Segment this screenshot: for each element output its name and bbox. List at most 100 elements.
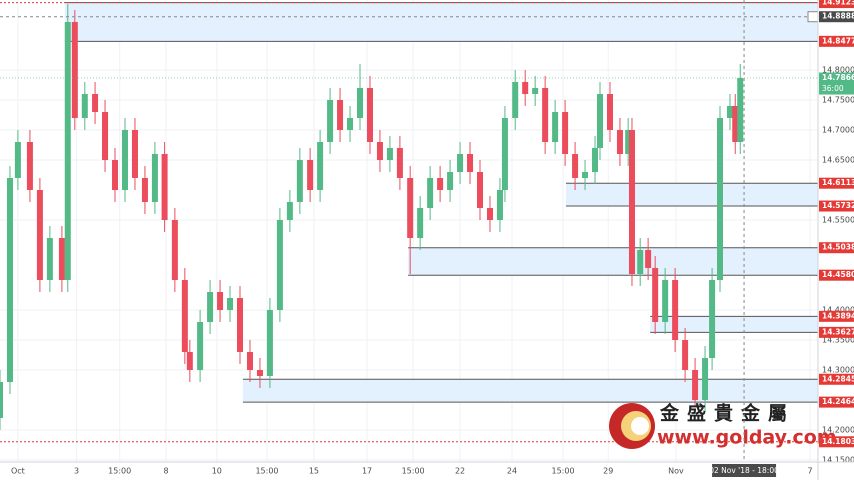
price-label-text: 14.84778 — [822, 36, 854, 45]
candle-body — [645, 250, 652, 269]
y-tick-label: 14.30000 — [822, 366, 854, 375]
candle-body — [217, 292, 224, 311]
candle-body — [522, 82, 529, 95]
price-label-text: 14.91238 — [822, 0, 854, 7]
x-tick-label: 8 — [164, 467, 169, 476]
candle-body — [672, 280, 679, 341]
x-tick-label: 15:00 — [108, 467, 131, 476]
candle-body — [396, 148, 403, 179]
candle-body — [592, 148, 599, 173]
candle-body — [186, 352, 193, 371]
candle-body — [628, 130, 635, 275]
watermark: 金盛貴金屬 www.golday.com — [609, 402, 837, 449]
price-label-text: 14.88882 — [822, 12, 854, 21]
price-label-text: 14.36273 — [822, 327, 854, 336]
candle-body — [357, 88, 364, 119]
price-label — [819, 396, 854, 408]
candle-body — [692, 370, 699, 401]
price-label-text: 14.24648 — [822, 397, 854, 406]
price-label-text: 14.38945 — [822, 311, 854, 320]
candle-body — [337, 100, 344, 131]
candle-body — [58, 238, 65, 281]
candle-body — [92, 94, 99, 113]
candle-body — [366, 88, 373, 143]
candle-body — [171, 220, 178, 281]
y-tick-label: 14.70000 — [822, 126, 854, 135]
candle-body — [71, 22, 78, 119]
price-label-text: 14.50383 — [822, 243, 854, 252]
y-tick-label: 14.35000 — [822, 336, 854, 345]
candle-body — [427, 178, 434, 209]
candle-body — [14, 142, 21, 179]
candle-body — [606, 94, 613, 131]
price-label-text: 14.45802 — [822, 270, 854, 279]
x-tick-label: Nov — [668, 467, 684, 476]
candle-body — [112, 160, 119, 191]
price-label — [819, 310, 854, 322]
candle-body — [625, 130, 632, 155]
candle-body — [597, 94, 604, 149]
candle-body — [26, 142, 33, 191]
zone — [650, 316, 818, 333]
candle-body — [726, 106, 733, 119]
candle-body — [207, 292, 214, 323]
candle-body — [227, 298, 234, 311]
candle-body — [501, 118, 508, 191]
price-label — [819, 373, 854, 385]
zone — [408, 247, 818, 276]
candle-body — [709, 280, 716, 359]
last-price-text: 14.78660 — [822, 73, 854, 82]
candle-body — [102, 112, 109, 161]
candle-body — [616, 130, 623, 155]
zone — [565, 183, 818, 207]
candle-body — [46, 238, 53, 281]
price-label — [819, 200, 854, 212]
crosshair-plus — [807, 11, 819, 23]
candle-body — [376, 142, 383, 161]
candle-body — [437, 178, 444, 191]
zone — [64, 2, 819, 42]
candle-body — [121, 130, 128, 191]
candle-body — [246, 352, 253, 371]
candle-body — [64, 22, 71, 281]
x-tick-label: 15:00 — [552, 467, 575, 476]
candle-body — [276, 220, 283, 311]
candle-body — [652, 268, 659, 323]
candle-body — [467, 154, 474, 173]
zones — [0, 2, 819, 443]
candle-body — [702, 358, 709, 401]
candle-body — [296, 160, 303, 203]
x-tick-label: 7 — [808, 467, 813, 476]
x-tick-label: 24 — [507, 467, 517, 476]
candle-body — [732, 106, 739, 143]
x-tick-label: 15 — [309, 467, 319, 476]
price-label — [819, 177, 854, 189]
candle-body — [562, 112, 569, 155]
candle-body — [682, 340, 689, 371]
last-price-box — [819, 72, 854, 95]
candle-body — [662, 280, 669, 323]
candle-body — [81, 94, 88, 119]
candle-body — [477, 172, 484, 209]
price-label — [819, 0, 854, 9]
candle-body — [307, 160, 314, 191]
candle-body — [131, 130, 138, 179]
candle-body — [327, 100, 334, 143]
candle-body — [0, 382, 3, 419]
candle-body — [181, 280, 188, 353]
y-tick-label: 14.65000 — [822, 156, 854, 165]
x-tick-label: 22 — [455, 467, 465, 476]
y-tick-label: 14.55000 — [822, 216, 854, 225]
price-label — [819, 326, 854, 338]
candle-body — [237, 298, 244, 353]
price-label-text: 14.61133 — [822, 178, 854, 187]
y-tick-label: 14.20000 — [822, 426, 854, 435]
candle-body — [407, 178, 414, 239]
x-tick-label: Oct — [11, 467, 25, 476]
candle-body — [582, 172, 589, 179]
zone — [242, 379, 819, 403]
candle-body — [447, 172, 454, 191]
price-label — [819, 436, 854, 448]
